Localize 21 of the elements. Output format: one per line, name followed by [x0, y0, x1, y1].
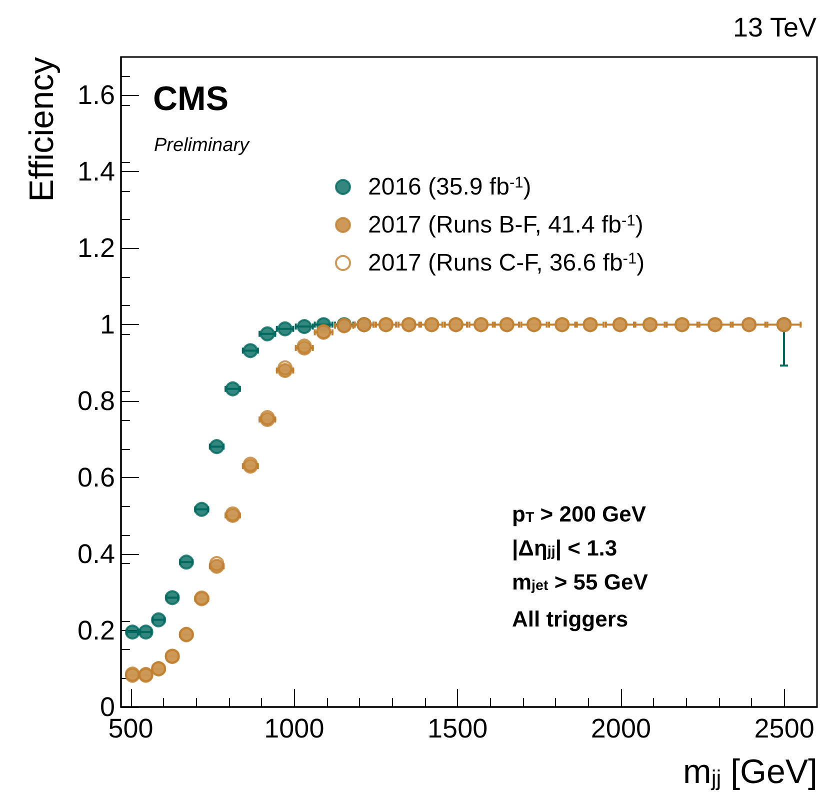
x-tick-label: 1000	[264, 714, 324, 744]
x-tick-label: 1500	[428, 714, 488, 744]
y-axis-title: Efficiency	[23, 57, 61, 202]
y-tick-label: 1.4	[77, 156, 115, 187]
annotation: pT > 200 GeV	[512, 502, 646, 526]
y-tick-label: 0.6	[77, 462, 115, 493]
y-tick-label: 1	[100, 310, 115, 340]
annotation: Preliminary	[154, 135, 251, 156]
annotation: CMS	[153, 80, 229, 118]
annotation: |Δηjj| < 1.3	[512, 536, 618, 560]
x-tick-label: 2500	[754, 714, 814, 744]
y-tick-label: 1.6	[77, 80, 115, 110]
y-tick-label: 0.4	[77, 539, 115, 570]
annotation: All triggers	[512, 606, 628, 632]
x-axis-title: mjj [GeV]	[683, 753, 818, 791]
x-tick-label: 2000	[590, 714, 651, 744]
annotation: mjet > 55 GeV	[512, 570, 648, 594]
y-tick-label: 1.2	[77, 233, 115, 264]
text: 13 TeV	[732, 12, 817, 42]
y-tick-label: 0.8	[77, 386, 115, 416]
y-tick-label: 0.2	[77, 616, 115, 646]
